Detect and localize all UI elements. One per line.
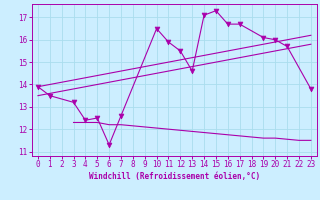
X-axis label: Windchill (Refroidissement éolien,°C): Windchill (Refroidissement éolien,°C) [89,172,260,181]
